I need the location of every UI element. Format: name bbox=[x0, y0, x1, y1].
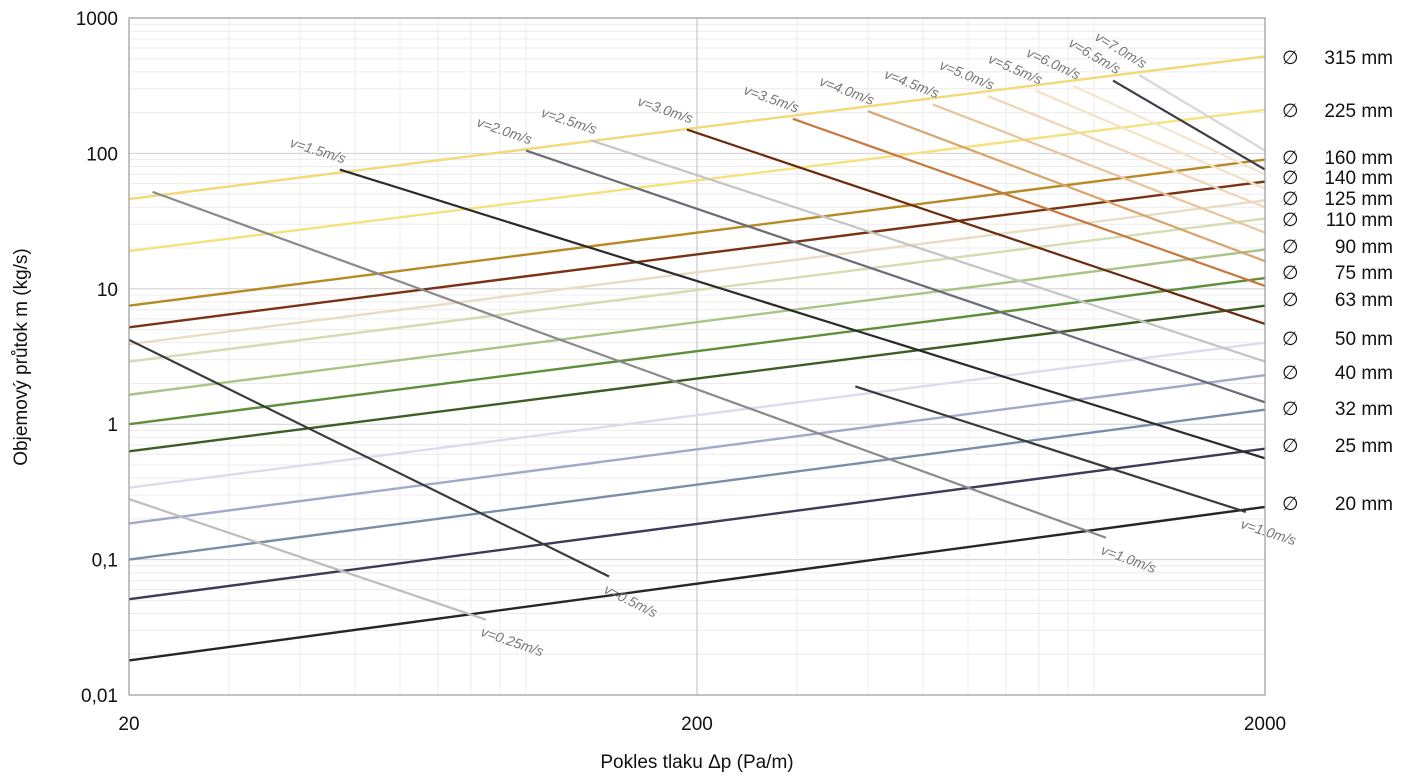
velocity-label: v=4.5m/s bbox=[882, 66, 941, 102]
diameter-series-line bbox=[128, 199, 1266, 346]
diameter-label: ∅ 40 mm bbox=[1282, 363, 1393, 384]
velocity-series-group bbox=[128, 73, 1266, 621]
diameter-size: 140 mm bbox=[1324, 168, 1393, 189]
diameter-size: 75 mm bbox=[1335, 263, 1393, 284]
diameter-symbol: ∅ bbox=[1282, 329, 1299, 350]
y-tick-label: 100 bbox=[86, 144, 118, 165]
velocity-label: v=2.0m/s bbox=[475, 114, 534, 148]
diameter-size: 20 mm bbox=[1335, 494, 1393, 515]
diameter-size: 63 mm bbox=[1335, 290, 1393, 311]
diameter-size: 225 mm bbox=[1324, 101, 1393, 122]
velocity-series-line bbox=[792, 117, 1266, 287]
velocity-series-line bbox=[867, 110, 1266, 263]
diameter-label: ∅ 90 mm bbox=[1282, 237, 1393, 258]
velocity-label: v=3.5m/s bbox=[742, 81, 801, 115]
x-tick-label: 20 bbox=[118, 714, 139, 735]
diameter-symbol: ∅ bbox=[1282, 101, 1299, 122]
y-tick-label: 1000 bbox=[76, 9, 118, 30]
diameter-symbol: ∅ bbox=[1282, 436, 1299, 457]
velocity-series-line bbox=[932, 103, 1266, 234]
diameter-series-line bbox=[128, 108, 1266, 253]
diameter-size: 160 mm bbox=[1324, 148, 1393, 169]
x-axis-title: Pokles tlaku Δp (Pa/m) bbox=[600, 752, 793, 773]
velocity-label: v=3.0m/s bbox=[636, 93, 695, 126]
diameter-label: ∅ 125 mm bbox=[1282, 189, 1393, 210]
velocity-series-line bbox=[339, 168, 1266, 460]
diameter-label: ∅ 25 mm bbox=[1282, 436, 1393, 457]
diameter-series-line bbox=[128, 180, 1266, 329]
velocity-series-line bbox=[128, 338, 610, 578]
diameter-label: ∅ 110 mm bbox=[1282, 210, 1393, 231]
diameter-size: 40 mm bbox=[1335, 363, 1393, 384]
diameter-series-line bbox=[128, 505, 1266, 662]
velocity-series-line bbox=[987, 95, 1266, 209]
diameter-symbol: ∅ bbox=[1282, 363, 1299, 384]
diameter-symbol: ∅ bbox=[1282, 210, 1299, 231]
diameter-symbol: ∅ bbox=[1282, 168, 1299, 189]
velocity-label: v=1.0m/s bbox=[1239, 516, 1298, 549]
diameter-symbol: ∅ bbox=[1282, 48, 1299, 69]
diameter-series-line bbox=[128, 341, 1266, 489]
velocity-series-line bbox=[686, 128, 1266, 325]
y-tick-label: 0,1 bbox=[92, 551, 118, 572]
x-tick-labels: 20 200 2000 bbox=[118, 714, 1286, 735]
x-tick-label: 200 bbox=[681, 714, 713, 735]
diameter-size: 32 mm bbox=[1335, 399, 1393, 420]
velocity-series-line bbox=[1138, 73, 1266, 152]
y-tick-label: 10 bbox=[97, 280, 118, 301]
velocity-label: v=1.5m/s bbox=[288, 134, 347, 166]
diameter-label: ∅ 50 mm bbox=[1282, 329, 1393, 350]
x-tick-label: 2000 bbox=[1244, 714, 1286, 735]
velocity-labels-group: v=0.25m/sv=0.5m/sv=1.0m/sv=1.0m/sv=1.5m/… bbox=[288, 28, 1298, 659]
diameter-symbol: ∅ bbox=[1282, 494, 1299, 515]
diameter-symbol: ∅ bbox=[1282, 399, 1299, 420]
diameter-label: ∅ 63 mm bbox=[1282, 290, 1393, 311]
velocity-series-line bbox=[854, 385, 1247, 513]
velocity-series-line bbox=[152, 190, 1107, 539]
velocity-series-line bbox=[1112, 79, 1266, 171]
diameter-label: ∅ 160 mm bbox=[1282, 148, 1393, 169]
diameter-series-line bbox=[128, 408, 1266, 561]
diameter-series-line bbox=[128, 276, 1266, 426]
diameter-label: ∅ 225 mm bbox=[1282, 101, 1393, 122]
diameter-size: 315 mm bbox=[1324, 48, 1393, 69]
diameter-label: ∅ 75 mm bbox=[1282, 263, 1393, 284]
velocity-series-line bbox=[1035, 89, 1266, 190]
velocity-series-line bbox=[1072, 84, 1266, 176]
diameter-symbol: ∅ bbox=[1282, 237, 1299, 258]
grid bbox=[128, 18, 1266, 696]
y-tick-label: 1 bbox=[107, 415, 118, 436]
velocity-label: v=2.5m/s bbox=[539, 104, 598, 137]
diameter-size: 125 mm bbox=[1324, 189, 1393, 210]
y-tick-labels: 0,01 0,1 1 10 100 1000 bbox=[76, 9, 118, 707]
diameter-label: ∅ 32 mm bbox=[1282, 399, 1393, 420]
diameter-series-line bbox=[128, 447, 1266, 601]
diameter-label: ∅ 20 mm bbox=[1282, 494, 1393, 515]
velocity-series-line bbox=[525, 149, 1266, 404]
diameter-series-line bbox=[128, 248, 1266, 396]
plot-area-border bbox=[128, 17, 1266, 696]
diameter-symbol: ∅ bbox=[1282, 148, 1299, 169]
diameter-series-line bbox=[128, 158, 1266, 307]
velocity-series-line bbox=[128, 498, 487, 621]
diameter-symbol: ∅ bbox=[1282, 290, 1299, 311]
diameter-size: 90 mm bbox=[1335, 237, 1393, 258]
diameter-series-line bbox=[128, 55, 1266, 201]
diameter-symbol: ∅ bbox=[1282, 189, 1299, 210]
diameter-series-group bbox=[128, 55, 1266, 662]
diameter-series-line bbox=[128, 304, 1266, 453]
diameter-size: 110 mm bbox=[1326, 210, 1393, 231]
velocity-series-line bbox=[590, 139, 1266, 363]
diameter-label: ∅ 315 mm bbox=[1282, 48, 1393, 69]
diameter-series-line bbox=[128, 217, 1266, 363]
diameter-legend: ∅ 315 mm ∅ 225 mm ∅ 160 mm ∅ 140 mm ∅ 125 mm ∅ 110 … bbox=[1282, 48, 1393, 515]
velocity-label: v=1.0m/s bbox=[1099, 542, 1158, 577]
diameter-label: ∅ 140 mm bbox=[1282, 168, 1393, 189]
y-tick-label: 0,01 bbox=[81, 686, 118, 707]
diameter-size: 25 mm bbox=[1335, 436, 1393, 457]
y-axis-title: Objemový průtok m (kg/s) bbox=[11, 248, 32, 466]
diameter-size: 50 mm bbox=[1335, 329, 1393, 350]
diameter-symbol: ∅ bbox=[1282, 263, 1299, 284]
